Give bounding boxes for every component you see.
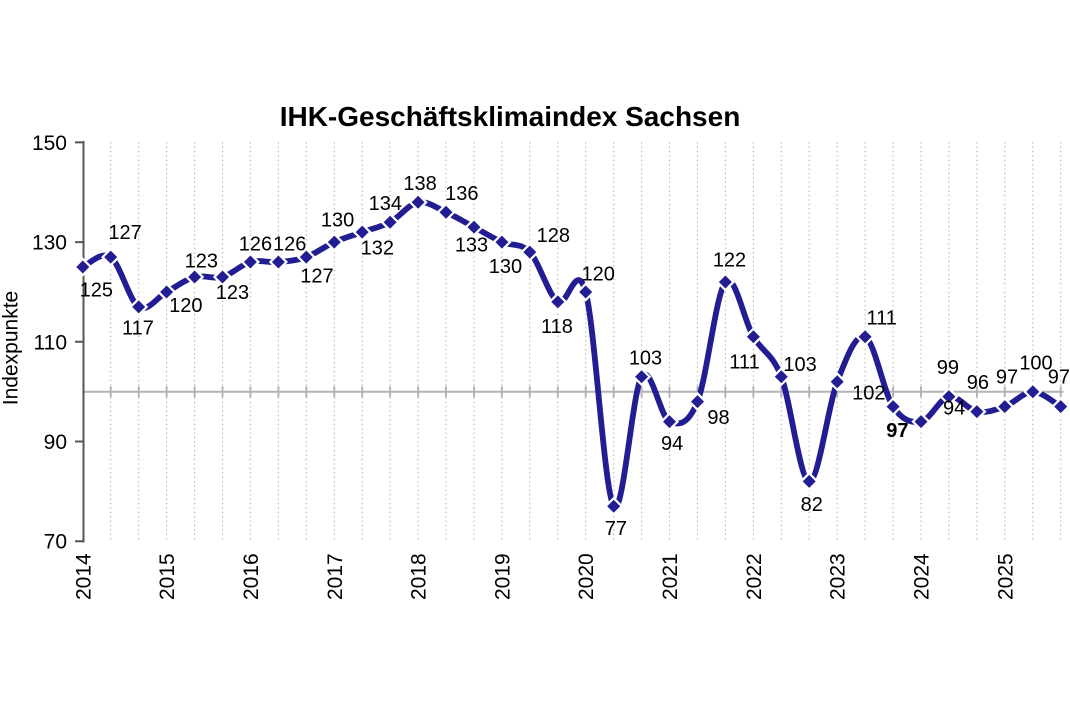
svg-text:126: 126	[273, 234, 306, 256]
svg-text:2024: 2024	[911, 553, 934, 600]
svg-text:2023: 2023	[827, 553, 850, 600]
svg-text:82: 82	[801, 494, 823, 516]
svg-text:130: 130	[32, 232, 67, 255]
svg-text:130: 130	[321, 210, 354, 232]
svg-text:134: 134	[369, 193, 402, 215]
svg-text:97: 97	[996, 366, 1018, 388]
svg-text:2016: 2016	[240, 553, 263, 600]
svg-text:96: 96	[967, 372, 989, 394]
svg-text:2021: 2021	[659, 553, 682, 600]
svg-text:70: 70	[44, 531, 67, 554]
svg-text:118: 118	[541, 316, 573, 338]
svg-text:2015: 2015	[156, 553, 179, 600]
svg-text:99: 99	[937, 357, 959, 379]
svg-text:IHK-Geschäftsklimaindex Sachse: IHK-Geschäftsklimaindex Sachsen	[280, 101, 741, 132]
svg-text:77: 77	[605, 518, 627, 540]
svg-text:2022: 2022	[743, 553, 766, 600]
svg-text:130: 130	[489, 256, 522, 278]
svg-text:111: 111	[866, 308, 896, 330]
svg-text:2018: 2018	[408, 553, 431, 600]
svg-text:138: 138	[403, 173, 436, 195]
svg-text:125: 125	[80, 280, 113, 302]
svg-text:97: 97	[886, 420, 908, 442]
svg-text:94: 94	[661, 433, 683, 455]
svg-text:122: 122	[713, 250, 746, 272]
svg-text:2020: 2020	[575, 553, 598, 600]
svg-text:98: 98	[707, 407, 729, 429]
svg-text:150: 150	[32, 132, 67, 155]
svg-text:2019: 2019	[491, 553, 514, 600]
svg-text:2025: 2025	[994, 553, 1017, 600]
svg-text:2014: 2014	[72, 553, 95, 600]
svg-text:94: 94	[943, 398, 965, 420]
svg-text:123: 123	[185, 251, 218, 273]
svg-text:Indexpunkte: Indexpunkte	[0, 291, 23, 405]
svg-text:120: 120	[582, 264, 615, 286]
svg-text:127: 127	[300, 266, 333, 288]
svg-text:117: 117	[122, 317, 154, 339]
svg-text:100: 100	[1019, 352, 1052, 374]
svg-text:111: 111	[729, 351, 759, 373]
svg-text:127: 127	[108, 222, 141, 244]
svg-text:110: 110	[34, 331, 67, 354]
svg-text:120: 120	[169, 295, 202, 317]
svg-text:132: 132	[361, 237, 394, 259]
svg-text:103: 103	[783, 354, 816, 376]
svg-text:102: 102	[852, 382, 885, 404]
svg-text:123: 123	[216, 282, 249, 304]
svg-text:97: 97	[1048, 366, 1070, 388]
svg-text:90: 90	[44, 431, 67, 454]
svg-text:126: 126	[239, 234, 272, 256]
svg-text:133: 133	[455, 234, 488, 256]
svg-text:103: 103	[629, 347, 662, 369]
svg-text:128: 128	[537, 225, 570, 247]
svg-text:2017: 2017	[324, 553, 347, 600]
svg-text:136: 136	[445, 183, 478, 205]
